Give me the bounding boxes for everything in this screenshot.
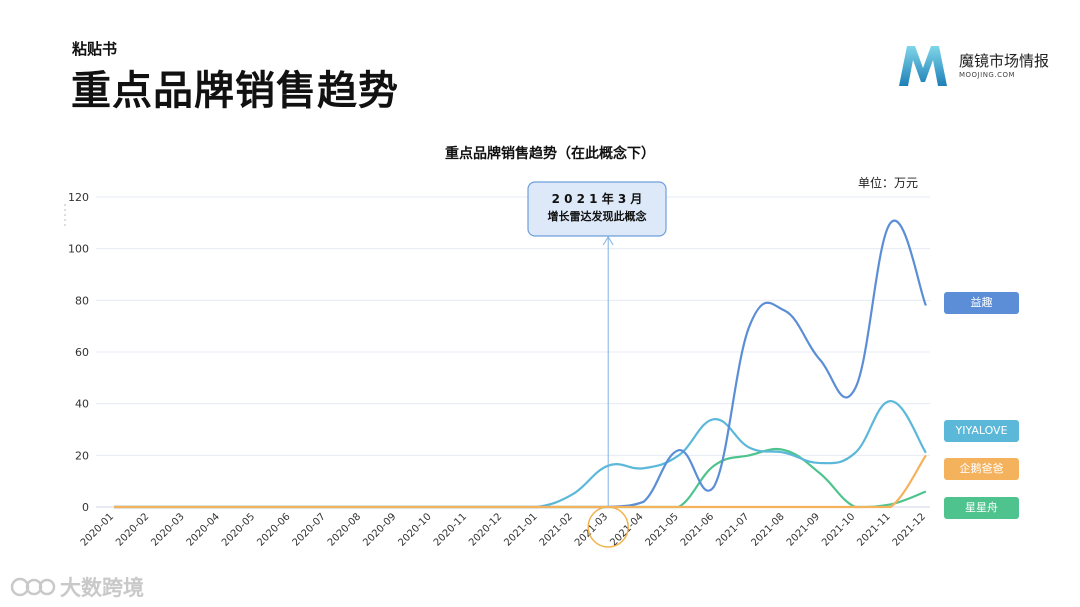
x-tick-label: 2020-04 xyxy=(185,511,222,548)
series-line-2 xyxy=(114,454,927,509)
moojing-logo: 魔镜市场情报 MOOJING.COM xyxy=(893,40,1053,92)
x-tick-label: 2020-08 xyxy=(326,511,363,548)
x-tick-label: 2020-09 xyxy=(361,511,398,548)
series-line-0 xyxy=(114,219,927,509)
watermark-logo-icon xyxy=(10,577,56,597)
y-tick-label: 60 xyxy=(75,346,89,359)
x-tick-label: 2021-09 xyxy=(785,511,822,548)
moojing-m-icon xyxy=(899,46,947,86)
x-tick-label: 2020-03 xyxy=(149,511,186,548)
watermark: 大数跨境 xyxy=(10,574,144,600)
logo-sub: MOOJING.COM xyxy=(959,71,1016,79)
x-tick-label: 2021-07 xyxy=(714,511,751,548)
line-chart: 重点品牌销售趋势（在此概念下） 单位：万元 0 20 40 60 80 100 120 2020-… xyxy=(64,145,930,549)
page-subtitle: 粘贴书 xyxy=(72,40,118,58)
x-tick-label: 2021-06 xyxy=(679,511,716,548)
annotation-line1: 2 0 2 1 年 3 月 xyxy=(552,191,643,206)
legend-item-1[interactable]: YIYALOVE xyxy=(944,420,1019,442)
x-tick-label: 2020-10 xyxy=(396,511,433,548)
legend-item-2[interactable]: 企鹅爸爸 xyxy=(944,458,1019,480)
x-tick-label: 2021-11 xyxy=(855,511,892,548)
x-tick-label: 2020-06 xyxy=(255,511,292,548)
x-tick-label: 2021-05 xyxy=(644,511,681,548)
y-tick-label: 120 xyxy=(68,191,89,204)
x-tick-label: 2020-02 xyxy=(114,511,151,548)
y-tick-label: 20 xyxy=(75,449,89,462)
x-tick-label: 2021-02 xyxy=(538,511,575,548)
x-tick-label: 2020-01 xyxy=(79,511,116,548)
legend-item-3[interactable]: 星星舟 xyxy=(944,497,1019,519)
watermark-text: 大数跨境 xyxy=(60,576,144,600)
chart-title: 重点品牌销售趋势（在此概念下） xyxy=(445,145,655,162)
unit-label: 单位：万元 xyxy=(858,175,918,190)
x-tick-label: 2021-10 xyxy=(820,511,857,548)
series-line-3 xyxy=(114,447,927,509)
x-tick-label: 2021-04 xyxy=(608,511,645,548)
x-tick-label: 2020-11 xyxy=(432,511,469,548)
page-title: 重点品牌销售趋势 xyxy=(71,68,399,114)
logo-name: 魔镜市场情报 xyxy=(959,52,1050,70)
x-tick-label: 2021-01 xyxy=(502,511,539,548)
x-tick-label: 2020-12 xyxy=(467,511,504,548)
series-line-1 xyxy=(114,399,927,509)
annotation-box xyxy=(527,181,667,237)
x-tick-label: 2021-12 xyxy=(891,511,928,548)
x-tick-label: 2021-08 xyxy=(749,511,786,548)
highlight-arrow-icon xyxy=(602,236,614,246)
x-tick-label: 2020-07 xyxy=(291,511,328,548)
y-tick-label: 100 xyxy=(68,243,89,256)
y-tick-label: 80 xyxy=(75,294,89,307)
legend-item-0[interactable]: 益趣 xyxy=(944,292,1019,314)
y-tick-label: 0 xyxy=(82,501,89,514)
annotation-line2: 增长雷达发现此概念 xyxy=(548,209,648,223)
x-tick-label: 2020-05 xyxy=(220,511,257,548)
y-tick-label: 40 xyxy=(75,398,89,411)
